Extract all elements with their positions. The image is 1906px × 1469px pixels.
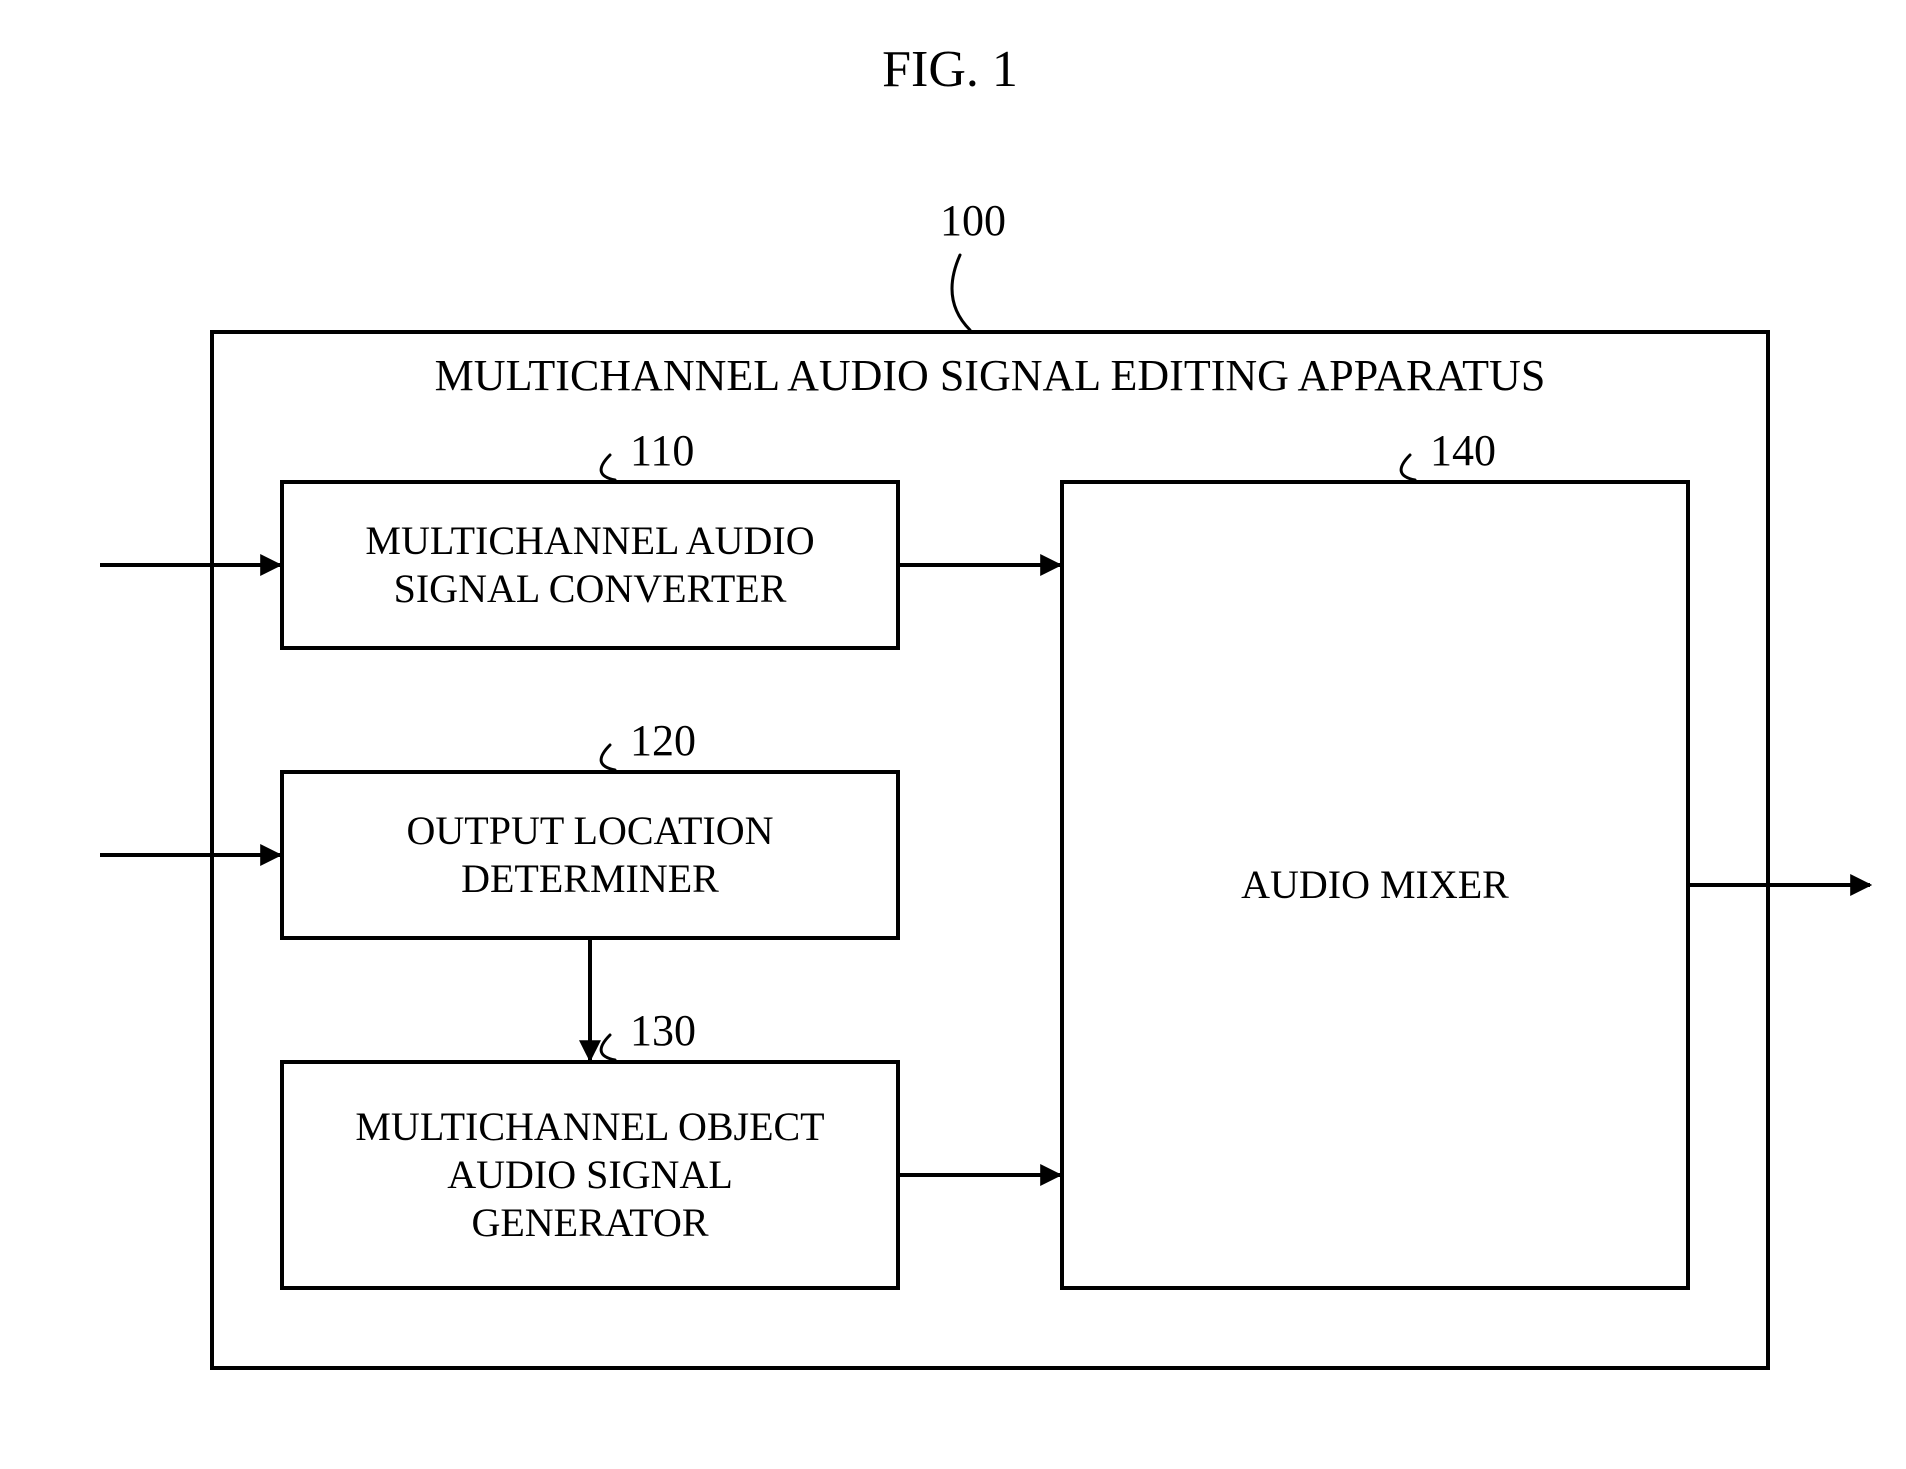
ref-100: 100	[940, 195, 1060, 255]
block-110-label: MULTICHANNEL AUDIO SIGNAL CONVERTER	[365, 517, 814, 613]
ref-110: 110	[630, 425, 750, 485]
ref-140: 140	[1430, 425, 1550, 485]
block-120-output-location-determiner: OUTPUT LOCATION DETERMINER	[280, 770, 900, 940]
block-130-label: MULTICHANNEL OBJECT AUDIO SIGNAL GENERAT…	[355, 1103, 824, 1247]
block-140-audio-mixer: AUDIO MIXER	[1060, 480, 1690, 1290]
block-120-label: OUTPUT LOCATION DETERMINER	[406, 807, 773, 903]
ref-120: 120	[630, 715, 750, 775]
block-130-multichannel-object-audio-signal-generator: MULTICHANNEL OBJECT AUDIO SIGNAL GENERAT…	[280, 1060, 900, 1290]
figure-label: FIG. 1	[760, 40, 1140, 110]
ref-130: 130	[630, 1005, 750, 1065]
block-110-multichannel-audio-signal-converter: MULTICHANNEL AUDIO SIGNAL CONVERTER	[280, 480, 900, 650]
block-140-label: AUDIO MIXER	[1241, 861, 1509, 909]
apparatus-title: MULTICHANNEL AUDIO SIGNAL EDITING APPARA…	[210, 350, 1770, 430]
